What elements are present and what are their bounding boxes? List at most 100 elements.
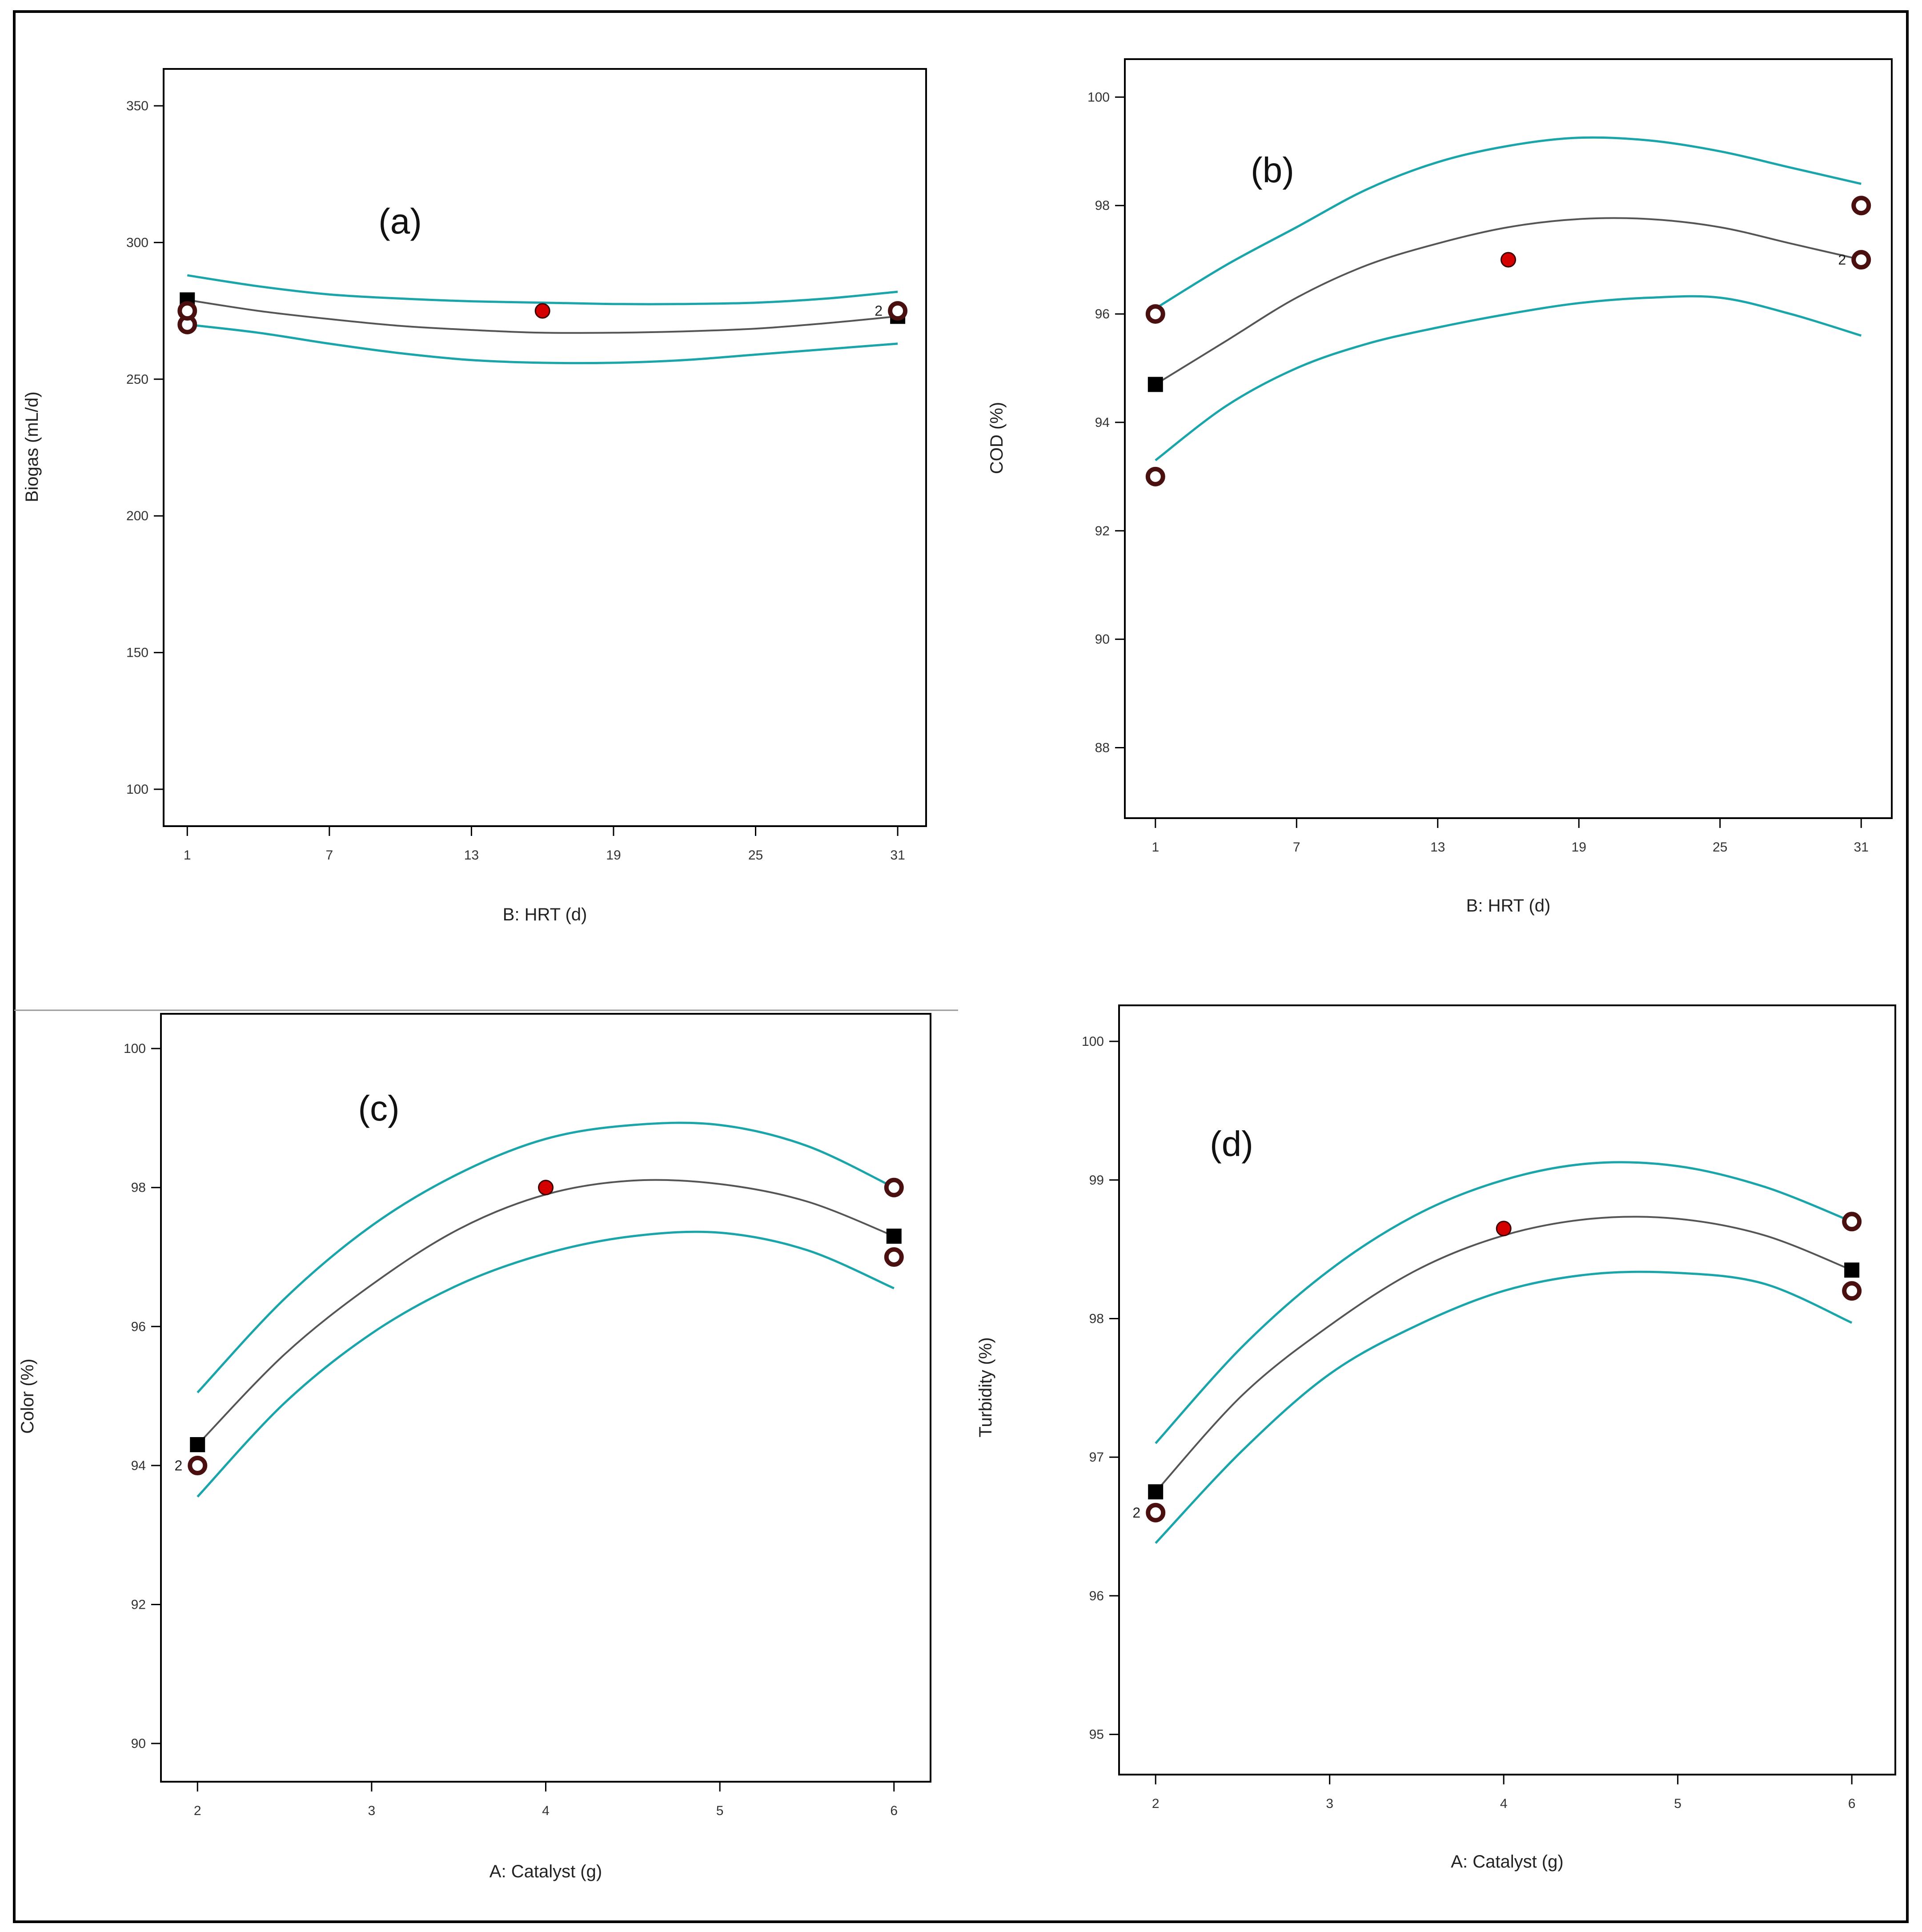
y-tick-label: 150 — [126, 646, 148, 660]
y-tick-label: 300 — [126, 235, 148, 250]
y-tick-label: 100 — [1087, 90, 1110, 104]
y-tick-label: 98 — [131, 1181, 146, 1195]
y-tick-label: 92 — [131, 1597, 146, 1612]
x-tick-label: 1 — [1152, 840, 1159, 855]
y-tick-label: 92 — [1095, 524, 1110, 538]
actual-point — [1851, 196, 1871, 216]
y-tick-label: 98 — [1089, 1311, 1104, 1326]
ci-band-lower — [1155, 295, 1862, 462]
ci-band-upper — [187, 274, 898, 305]
y-tick-label: 97 — [1089, 1450, 1104, 1465]
y-tick-label: 96 — [1089, 1589, 1104, 1603]
actual-point — [1842, 1281, 1862, 1301]
x-tick-label: 25 — [748, 848, 763, 863]
chart-panel-d: 95 96 97 98 99 100 2 3 4 5 6 A: Catalyst (g) Turbidi… — [976, 1004, 1896, 1872]
ci-band-lower — [187, 323, 898, 365]
y-tick-label: 96 — [131, 1319, 146, 1334]
y-tick-label: 100 — [126, 782, 148, 797]
x-axis-label: B: HRT (d) — [503, 905, 587, 924]
actual-point — [1842, 1212, 1862, 1232]
y-tick-label: 96 — [1095, 307, 1110, 321]
y-axis-label: Biogas (mL/d) — [22, 392, 42, 502]
plot-frame — [163, 68, 927, 827]
x-tick-label: 1 — [184, 848, 191, 863]
x-tick-label: 19 — [1572, 840, 1586, 855]
fit-line — [197, 1179, 895, 1446]
y-tick-label: 90 — [1095, 632, 1110, 647]
x-tick-label: 7 — [1293, 840, 1300, 855]
x-tick-label: 13 — [1430, 840, 1445, 855]
plot-frame — [1118, 1004, 1896, 1775]
chart-panel-b: 88 90 92 94 96 98 100 1 7 13 19 25 31 B: HRT (d) COD (… — [987, 58, 1893, 916]
x-tick-label: 7 — [325, 848, 333, 863]
y-tick-label: 350 — [126, 99, 148, 113]
design-point — [534, 303, 550, 319]
predicted-point — [1148, 1484, 1164, 1500]
design-point — [1496, 1221, 1512, 1237]
replicate-count-label: 2 — [1132, 1505, 1140, 1521]
design-point — [1501, 252, 1516, 268]
y-tick-label: 100 — [124, 1041, 146, 1056]
panel-label: (d) — [1210, 1124, 1253, 1164]
y-tick-label: 250 — [126, 372, 148, 387]
fit-line — [187, 299, 898, 334]
panel-label: (a) — [378, 201, 422, 241]
plot-frame — [1124, 58, 1893, 819]
x-tick-label: 5 — [716, 1803, 724, 1818]
predicted-point — [1844, 1262, 1860, 1278]
y-tick-label: 94 — [1095, 415, 1110, 430]
y-tick-label: 94 — [131, 1458, 146, 1473]
figure-outer-border — [13, 10, 1909, 1923]
fit-line — [1155, 217, 1862, 386]
chart-panel-a: 100 150 200 250 300 350 1 7 13 19 25 31 B: HRT (d) Bi… — [22, 68, 927, 924]
actual-point — [884, 1177, 904, 1197]
x-tick-label: 6 — [1848, 1796, 1856, 1811]
predicted-point — [1148, 377, 1163, 392]
ci-band-upper — [1155, 1161, 1853, 1444]
predicted-point — [190, 1437, 205, 1452]
y-tick-label: 98 — [1095, 198, 1110, 213]
x-tick-label: 4 — [542, 1803, 550, 1818]
x-tick-label: 31 — [890, 848, 905, 863]
panel-label: (b) — [1251, 150, 1294, 190]
panel-label: (c) — [358, 1089, 399, 1128]
actual-point — [177, 301, 197, 321]
actual-point — [1851, 250, 1871, 270]
y-axis-label: Turbidity (%) — [976, 1337, 995, 1437]
actual-point — [1145, 304, 1165, 324]
x-tick-label: 13 — [464, 848, 479, 863]
x-tick-label: 5 — [1674, 1796, 1681, 1811]
y-tick-label: 90 — [131, 1736, 146, 1751]
x-tick-label: 25 — [1713, 840, 1727, 855]
x-tick-label: 3 — [1326, 1796, 1333, 1811]
x-axis-label: B: HRT (d) — [1466, 896, 1551, 916]
x-tick-label: 2 — [1152, 1796, 1160, 1811]
ci-band-upper — [197, 1121, 895, 1394]
x-tick-label: 2 — [194, 1803, 201, 1818]
fit-line — [1155, 1216, 1852, 1493]
y-axis-label: COD (%) — [987, 402, 1007, 474]
x-axis-label: A: Catalyst (g) — [1451, 1852, 1563, 1872]
x-tick-label: 19 — [606, 848, 621, 863]
x-tick-label: 3 — [368, 1803, 376, 1818]
x-axis-label: A: Catalyst (g) — [490, 1862, 602, 1881]
ci-band-upper — [1155, 136, 1862, 310]
y-tick-label: 99 — [1089, 1173, 1104, 1188]
actual-point — [1146, 1502, 1166, 1522]
y-tick-label: 88 — [1095, 740, 1110, 755]
replicate-count-label: 2 — [875, 303, 883, 319]
replicate-count-label: 2 — [174, 1458, 182, 1474]
x-tick-label: 4 — [1500, 1796, 1508, 1811]
predicted-point — [886, 1229, 902, 1244]
y-axis-label: Color (%) — [18, 1359, 37, 1434]
chart-panel-c: 90 92 94 96 98 100 2 3 4 5 6 A: Catalyst (g) Color (… — [18, 1013, 931, 1881]
ci-band-lower — [197, 1230, 895, 1498]
y-tick-label: 200 — [126, 509, 148, 523]
y-tick-label: 95 — [1089, 1727, 1104, 1742]
actual-point — [884, 1247, 904, 1267]
y-tick-label: 100 — [1082, 1034, 1104, 1049]
x-tick-label: 6 — [890, 1803, 898, 1818]
replicate-count-label: 2 — [1838, 252, 1846, 268]
actual-point — [1145, 466, 1165, 486]
